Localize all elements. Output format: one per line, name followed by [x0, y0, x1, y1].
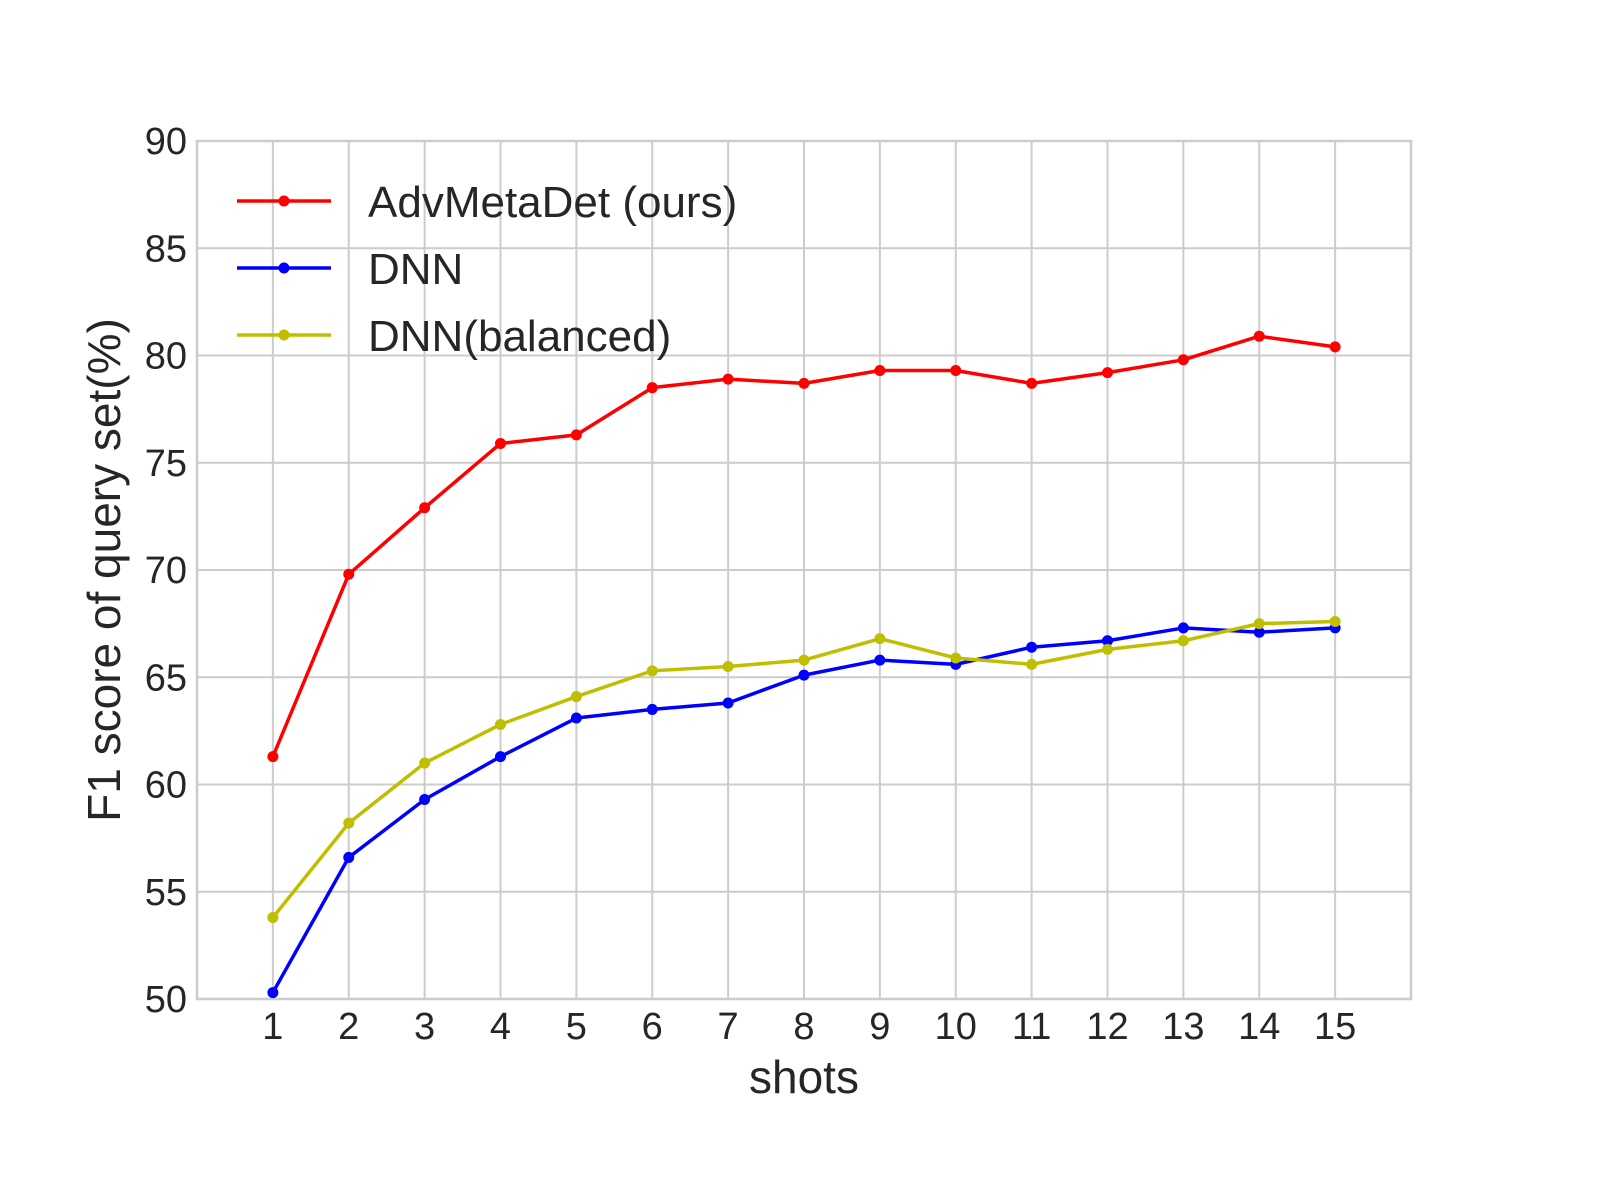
x-tick-label: 12 — [1086, 1006, 1128, 1048]
data-point — [343, 817, 355, 829]
x-tick-label: 3 — [414, 1006, 435, 1048]
x-tick-label: 9 — [869, 1006, 890, 1048]
data-point — [1329, 615, 1341, 627]
y-tick-label: 65 — [145, 657, 187, 699]
x-tick-label: 8 — [793, 1006, 814, 1048]
legend-swatch-marker — [278, 262, 290, 274]
data-point — [495, 718, 506, 730]
data-point — [419, 794, 431, 806]
data-point — [267, 751, 279, 763]
data-point — [495, 751, 506, 763]
data-point — [570, 691, 582, 703]
y-tick-label: 60 — [145, 765, 187, 807]
x-tick-label: 14 — [1238, 1006, 1280, 1048]
x-tick-label: 13 — [1162, 1006, 1204, 1048]
data-point — [343, 568, 355, 580]
y-axis-label: F1 score of query set(%) — [78, 318, 130, 822]
data-point — [267, 987, 279, 999]
data-point — [874, 365, 886, 377]
data-point — [798, 377, 810, 389]
data-point — [419, 502, 431, 514]
data-point — [570, 429, 582, 441]
data-point — [950, 365, 962, 377]
data-point — [646, 703, 658, 715]
data-point — [646, 382, 658, 394]
data-point — [722, 697, 734, 709]
series-group — [267, 615, 1341, 923]
data-point — [1026, 377, 1038, 389]
legend-label: DNN — [368, 245, 463, 294]
data-point — [874, 654, 886, 666]
x-axis-ticks: 1 2 3 4 5 6 7 8 9 10 11 12 13 14 15 — [262, 1006, 1356, 1048]
x-axis-label: shots — [749, 1051, 859, 1103]
legend-label: AdvMetaDet (ours) — [368, 178, 737, 227]
series-group — [267, 330, 1341, 763]
data-point — [798, 654, 810, 666]
data-point — [722, 373, 734, 385]
legend-item: DNN(balanced) — [237, 312, 671, 361]
data-point — [1253, 626, 1265, 638]
grid — [197, 140, 1411, 1000]
x-tick-label: 15 — [1314, 1006, 1356, 1048]
y-tick-label: 85 — [145, 228, 187, 270]
y-axis-ticks: 50 55 60 65 70 75 80 85 90 — [145, 121, 187, 1021]
y-tick-label: 55 — [145, 872, 187, 914]
legend: AdvMetaDet (ours) DNN DNN(balanced) — [237, 178, 737, 361]
y-tick-label: 50 — [145, 979, 187, 1021]
data-point — [1026, 641, 1038, 653]
data-point — [495, 437, 506, 449]
y-tick-label: 70 — [145, 550, 187, 592]
data-point — [267, 911, 279, 923]
data-point — [419, 757, 431, 769]
legend-item: DNN — [237, 245, 463, 294]
x-tick-label: 7 — [718, 1006, 739, 1048]
legend-label: DNN(balanced) — [368, 312, 671, 361]
data-point — [722, 661, 734, 673]
data-point — [1102, 367, 1113, 379]
x-tick-label: 10 — [935, 1006, 977, 1048]
data-point — [343, 851, 355, 863]
data-point — [950, 652, 962, 664]
plot-frame — [195, 139, 1413, 1001]
x-tick-label: 5 — [566, 1006, 587, 1048]
x-tick-label: 1 — [262, 1006, 283, 1048]
data-point — [570, 712, 582, 724]
legend-item: AdvMetaDet (ours) — [237, 178, 737, 227]
data-point — [1102, 643, 1113, 655]
data-point — [798, 669, 810, 681]
legend-swatch-marker — [278, 195, 290, 207]
data-point — [1253, 330, 1265, 342]
data-point — [1329, 341, 1341, 353]
legend-swatch-marker — [278, 329, 290, 341]
y-tick-label: 90 — [145, 121, 187, 163]
x-tick-label: 2 — [338, 1006, 359, 1048]
x-tick-label: 11 — [1012, 1006, 1051, 1048]
data-point — [874, 633, 886, 645]
data-point — [1177, 622, 1189, 634]
data-point — [1253, 618, 1265, 630]
x-tick-label: 6 — [642, 1006, 663, 1048]
series-lines — [267, 330, 1341, 999]
data-point — [646, 665, 658, 677]
y-tick-label: 75 — [145, 443, 187, 485]
data-point — [1102, 635, 1113, 647]
data-point — [1026, 658, 1038, 670]
data-point — [1177, 635, 1189, 647]
y-tick-label: 80 — [145, 336, 187, 378]
x-tick-label: 4 — [490, 1006, 511, 1048]
data-point — [1177, 354, 1189, 366]
